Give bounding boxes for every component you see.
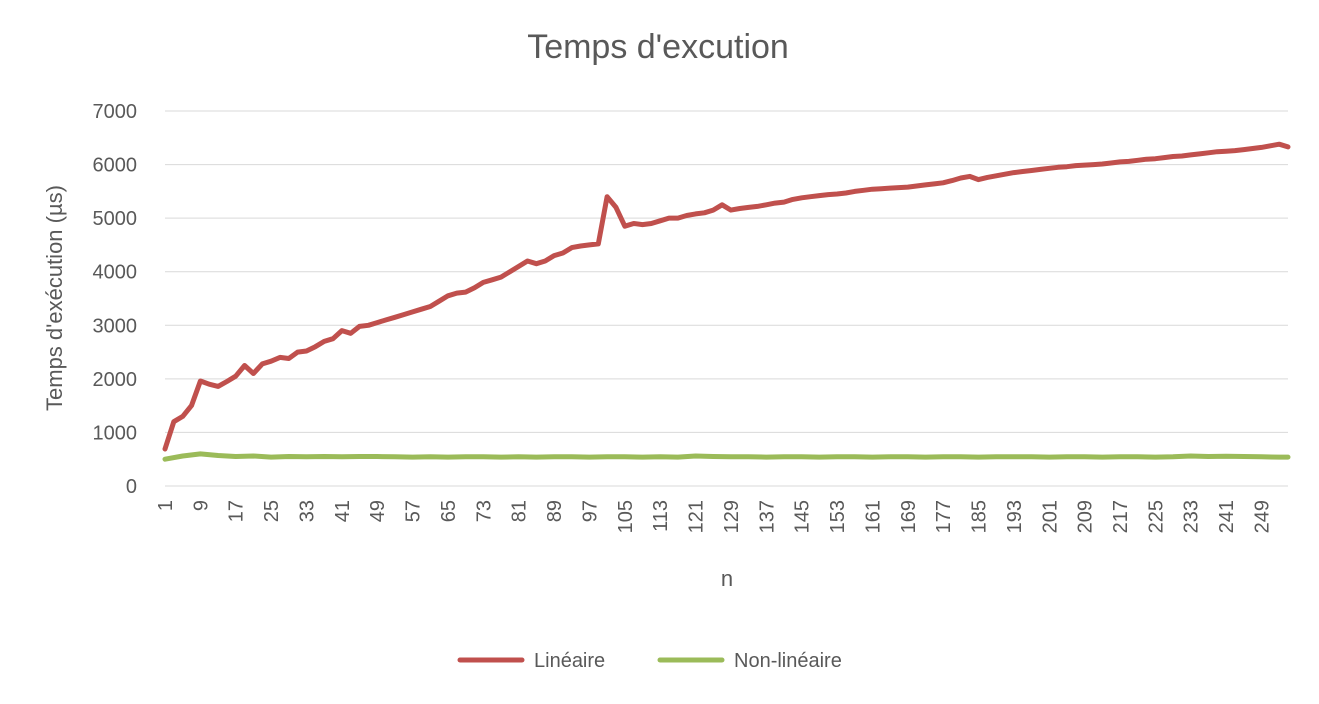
y-tick-label: 4000 [93, 262, 138, 284]
x-tick-label: 153 [827, 500, 849, 533]
y-tick-label: 2000 [93, 369, 138, 391]
x-tick-label: 89 [544, 500, 566, 522]
gridlines [165, 110, 1288, 487]
x-tick-label: 105 [615, 500, 637, 533]
legend-label: Non-linéaire [734, 650, 842, 672]
y-tick-label: 3000 [93, 315, 138, 337]
y-tick-label: 0 [126, 476, 137, 498]
x-tick-label: 233 [1181, 500, 1203, 533]
x-tick-label: 185 [969, 500, 991, 533]
x-tick-label: 121 [686, 500, 708, 533]
x-tick-label: 217 [1110, 500, 1132, 533]
x-tick-label: 209 [1075, 500, 1097, 533]
x-tick-label: 73 [473, 500, 495, 522]
x-tick-label: 33 [296, 500, 318, 522]
x-tick-label: 161 [862, 500, 884, 533]
y-tick-label: 7000 [93, 101, 138, 123]
x-axis-title: n [721, 566, 733, 591]
x-tick-label: 137 [756, 500, 778, 533]
x-tick-label: 145 [792, 500, 814, 533]
legend-label: Linéaire [534, 650, 605, 672]
x-tick-label: 81 [509, 500, 531, 522]
x-tick-label: 201 [1039, 500, 1061, 533]
x-tick-label: 65 [438, 500, 460, 522]
x-tick-label: 129 [721, 500, 743, 533]
x-tick-label: 241 [1216, 500, 1238, 533]
x-tick-label: 9 [190, 500, 212, 511]
x-axis-ticks: 1 9 17 25 33 41 49 57 65 73 81 89 97 105 113 121 129 137 1… [155, 500, 1273, 533]
x-tick-label: 97 [579, 500, 601, 522]
x-tick-label: 1 [155, 500, 177, 511]
y-tick-label: 1000 [93, 422, 138, 444]
legend: Linéaire Non-linéaire [457, 650, 842, 672]
y-tick-label: 6000 [93, 155, 138, 177]
x-tick-label: 113 [650, 500, 672, 532]
x-tick-label: 177 [933, 500, 955, 533]
y-axis-ticks: 0 1000 2000 3000 4000 5000 6000 7000 [93, 101, 138, 498]
series-lines [162, 141, 1291, 462]
x-tick-label: 49 [367, 500, 389, 522]
x-tick-label: 41 [332, 500, 354, 522]
x-tick-label: 225 [1145, 500, 1167, 533]
series-line-1 [162, 141, 1291, 452]
x-tick-label: 17 [226, 500, 248, 522]
x-tick-label: 57 [403, 500, 425, 522]
x-tick-label: 249 [1251, 500, 1273, 533]
x-tick-label: 169 [898, 500, 920, 533]
x-tick-label: 193 [1004, 500, 1026, 533]
y-axis-title: Temps d'exécution (µs) [42, 185, 67, 411]
series-line-2 [162, 451, 1291, 462]
y-tick-label: 5000 [93, 208, 138, 230]
chart-title: Temps d'excution [527, 28, 789, 66]
x-tick-label: 25 [261, 500, 283, 522]
